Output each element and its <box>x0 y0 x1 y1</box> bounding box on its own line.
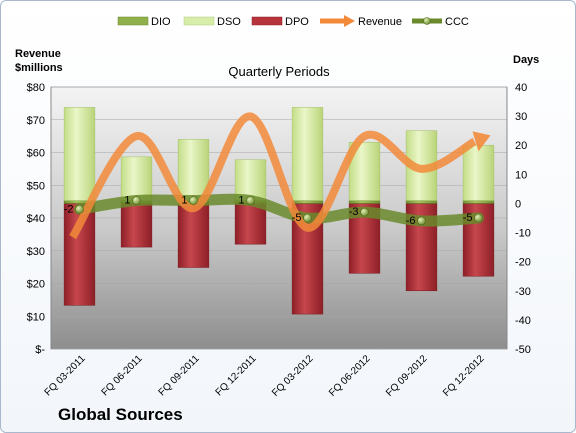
x-axis-tick-label: FQ 09-2011 <box>157 353 202 398</box>
dio-bar <box>348 200 381 204</box>
revenue-line <box>69 112 477 240</box>
left-axis-tick-label: $20 <box>27 279 45 291</box>
dso-bar <box>63 107 96 201</box>
ccc-marker <box>75 204 84 214</box>
chart-subtitle: Quarterly Periods <box>228 64 330 79</box>
dio-bar <box>405 200 438 204</box>
legend-swatch-revenue <box>320 15 355 27</box>
ccc-marker <box>246 196 255 205</box>
right-axis-tick-label: -50 <box>515 344 531 356</box>
chart-title: Global Sources <box>58 405 183 424</box>
legend-swatch-dio <box>117 16 149 26</box>
dso-bar <box>234 159 267 201</box>
legend-label-ccc: CCC <box>445 16 469 28</box>
ccc-marker <box>417 216 426 226</box>
left-axis-tick-label: $70 <box>27 115 45 127</box>
x-axis-tick-label: FQ 06-2012 <box>327 353 373 399</box>
legend-swatch-dso <box>183 16 215 26</box>
bar-series <box>63 107 495 315</box>
x-axis-tick-label: FQ 09-2012 <box>384 353 430 399</box>
ccc-data-label: -5 <box>463 212 473 224</box>
line-series: -2 1 1 1 -5 -3 -6 -5 <box>64 112 491 240</box>
dpo-bar <box>177 203 210 268</box>
dso-bar <box>291 107 324 201</box>
legend-swatch-dpo <box>251 16 283 26</box>
x-axis-tick-label: FQ 03-2011 <box>43 353 88 398</box>
dio-bar <box>291 200 324 204</box>
legend: DIO DSO DPO Revenue CCC <box>117 15 469 28</box>
x-axis-tick-label: FQ 12-2012 <box>441 353 487 399</box>
right-axis-tick-label: -10 <box>515 228 531 240</box>
dpo-bar <box>120 203 153 248</box>
ccc-data-label: 1 <box>181 195 187 207</box>
ccc-marker <box>474 213 483 223</box>
ccc-data-label: -5 <box>292 212 302 224</box>
left-axis-tick-label: $10 <box>27 311 45 323</box>
ccc-marker <box>132 196 141 205</box>
legend-label-dpo: DPO <box>285 16 309 28</box>
x-axis-tick-label: FQ 03-2012 <box>270 353 316 399</box>
left-axis-title-line1: Revenue <box>15 48 61 60</box>
left-axis-tick-label: $80 <box>27 82 45 94</box>
right-axis-title: Days <box>513 54 539 66</box>
legend-label-revenue: Revenue <box>358 16 402 28</box>
ccc-line <box>74 193 484 227</box>
right-axis-tick-label: 0 <box>515 198 521 210</box>
dso-bar <box>120 156 153 201</box>
dpo-bar <box>234 203 267 245</box>
ccc-data-label: 1 <box>238 195 244 207</box>
right-axis-tick-label: 40 <box>515 82 527 94</box>
right-axis-tick-label: 10 <box>515 169 527 181</box>
left-axis-tick-label: $60 <box>27 148 45 160</box>
legend-swatch-ccc <box>412 17 442 25</box>
right-axis-tick-label: -40 <box>515 315 531 327</box>
revenue-arrowhead <box>472 131 491 152</box>
dso-bar <box>462 144 495 201</box>
right-axis-tick-label: -20 <box>515 257 531 269</box>
legend-label-dio: DIO <box>151 16 171 28</box>
x-axis-tick-label: FQ 12-2011 <box>214 353 259 398</box>
ccc-data-label: -6 <box>406 215 416 227</box>
left-axis-tick-label: $30 <box>27 246 45 258</box>
dio-bar <box>462 200 495 204</box>
ccc-marker <box>189 196 198 205</box>
right-axis-tick-label: -30 <box>515 286 531 298</box>
right-axis-tick-label: 20 <box>515 140 527 152</box>
left-axis-tick-label: $- <box>35 344 45 356</box>
legend-label-dso: DSO <box>217 16 241 28</box>
left-axis-tick-label: $50 <box>27 180 45 192</box>
left-axis-tick-label: $40 <box>27 213 45 225</box>
ccc-marker <box>303 213 312 223</box>
ccc-data-label: 1 <box>124 195 130 207</box>
ccc-marker <box>360 207 369 217</box>
x-axis-tick-label: FQ 06-2011 <box>100 353 145 398</box>
left-axis-title-line2: $millions <box>15 62 63 74</box>
ccc-data-label: -3 <box>349 206 359 218</box>
right-axis-tick-label: 30 <box>515 111 527 123</box>
ccc-data-label: -2 <box>64 203 74 215</box>
dso-bar <box>177 139 210 201</box>
